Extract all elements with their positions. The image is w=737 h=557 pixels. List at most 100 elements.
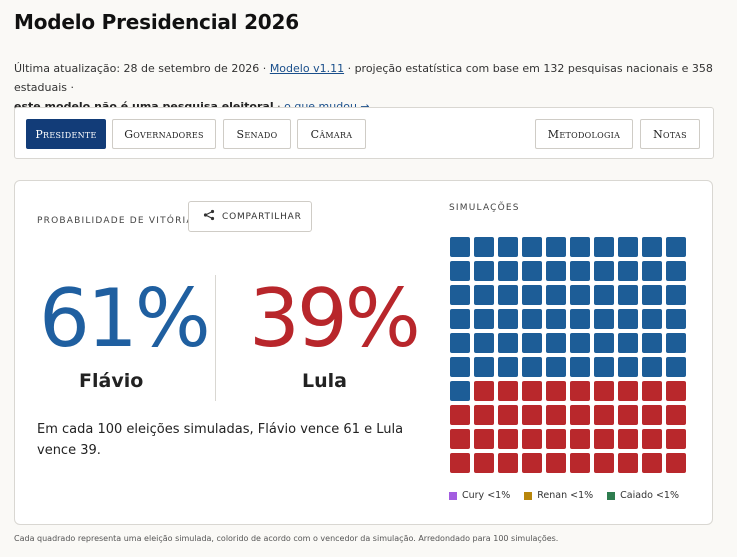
simulation-square [570,453,590,473]
simulation-square [570,429,590,449]
simulation-square [666,381,686,401]
simulation-square [546,381,566,401]
simulation-square [546,261,566,281]
simulation-square [642,333,662,353]
simulation-square [618,405,638,425]
simulation-square [666,429,686,449]
simulation-square [474,453,494,473]
right-candidate-probability: 39% [249,272,421,365]
simulation-square [666,261,686,281]
meta-sep: · [274,100,285,113]
simulation-square [570,237,590,257]
simulation-square [570,357,590,377]
simulation-square [474,285,494,305]
simulation-square [666,285,686,305]
simulation-square [498,429,518,449]
simulation-square [474,237,494,257]
simulation-square [666,453,686,473]
simulation-square [450,453,470,473]
simulation-square [594,237,614,257]
simulation-square [498,237,518,257]
simulation-square [642,285,662,305]
simulation-square [618,381,638,401]
simulations-label: Simulações [449,203,520,213]
simulation-square [594,285,614,305]
simulation-square [450,309,470,329]
simulation-square [666,309,686,329]
page-title: Modelo Presidencial 2026 [14,10,299,34]
simulation-square [666,405,686,425]
simulation-square [594,261,614,281]
legend-label: Caiado <1% [620,490,679,501]
legend-label: Renan <1% [537,490,594,501]
simulations-waffle [450,237,690,477]
simulation-square [642,237,662,257]
candidates-divider [215,275,216,401]
simulation-square [498,261,518,281]
simulation-square [594,429,614,449]
forecast-card: Probabilidade de vitória COMPARTILHAR 61… [14,180,713,525]
summary-text: Em cada 100 eleições simuladas, Flávio v… [37,422,404,458]
simulation-square [450,237,470,257]
simulation-square [522,261,542,281]
legend-swatch [449,491,457,500]
simulation-square [450,285,470,305]
simulation-square [642,381,662,401]
simulation-square [450,429,470,449]
tab-presidente[interactable]: Presidente [26,119,106,149]
simulation-square [498,405,518,425]
simulation-square [522,285,542,305]
simulation-square [498,333,518,353]
legend-label: Cury <1% [462,490,511,501]
probability-label: Probabilidade de vitória [37,216,194,226]
share-button[interactable]: COMPARTILHAR [188,201,312,232]
simulation-square [570,261,590,281]
simulation-square [474,261,494,281]
simulation-square [618,453,638,473]
legend-swatch [607,491,616,500]
simulation-square [450,405,470,425]
right-candidate-name: Lula [302,370,347,392]
simulation-square [474,357,494,377]
tab-notas[interactable]: Notas [640,119,700,149]
legend: Cury <1% Renan <1% Caiado <1% [449,490,679,501]
legend-item: Renan <1% [524,490,593,501]
simulation-square [498,381,518,401]
tab-bar: Presidente Governadores Senado Câmara Me… [14,107,714,159]
simulation-square [546,333,566,353]
footnote: Cada quadrado representa uma eleição sim… [14,534,559,543]
simulation-square [570,309,590,329]
left-candidate-name: Flávio [79,370,144,392]
simulation-square [450,381,470,401]
simulation-square [618,357,638,377]
simulation-square [594,405,614,425]
simulation-square [618,261,638,281]
simulation-square [546,453,566,473]
simulation-square [546,237,566,257]
simulation-square [666,333,686,353]
simulation-square [450,333,470,353]
simulation-square [498,357,518,377]
simulation-square [642,453,662,473]
simulation-square [618,285,638,305]
simulation-square [618,333,638,353]
tab-senado[interactable]: Senado [223,119,291,149]
simulation-square [666,237,686,257]
legend-item: Caiado <1% [607,490,679,501]
simulation-square [570,381,590,401]
model-version-link[interactable]: Modelo v1.11 [269,62,345,75]
meta-prefix: Última atualização: 28 de setembro de 20… [14,62,270,75]
tab-metodologia[interactable]: Metodologia [535,119,633,149]
simulation-square [546,357,566,377]
simulation-square [594,357,614,377]
simulation-square [570,285,590,305]
legend-item: Cury <1% [449,490,510,501]
simulation-square [450,357,470,377]
tab-camara[interactable]: Câmara [297,119,366,149]
simulation-square [594,309,614,329]
simulation-square [594,333,614,353]
simulation-square [546,405,566,425]
share-label: COMPARTILHAR [222,211,302,222]
tab-governadores[interactable]: Governadores [112,119,216,149]
meta-mid: · projeção estatística com base em 132 p… [14,62,713,94]
